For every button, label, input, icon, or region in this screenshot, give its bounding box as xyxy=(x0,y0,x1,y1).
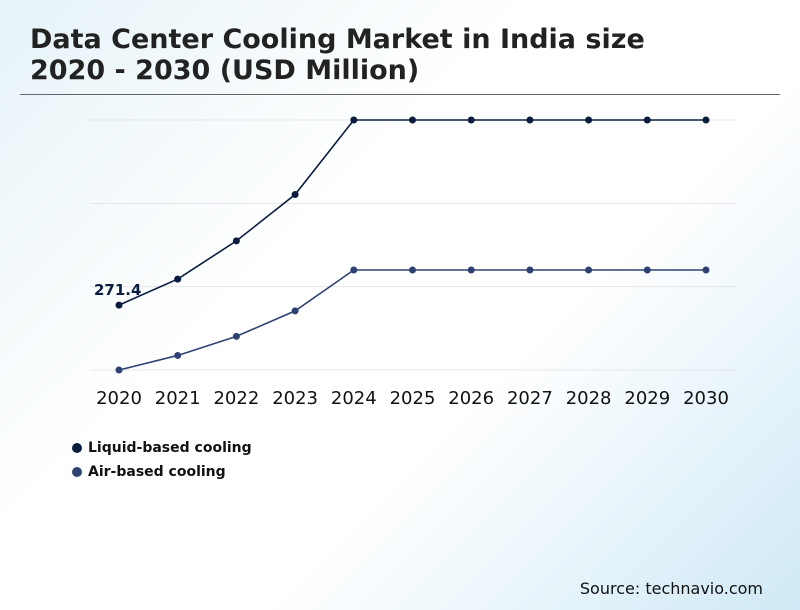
data-point xyxy=(174,275,182,283)
data-point xyxy=(174,351,182,359)
data-point xyxy=(702,266,710,274)
legend-item-liquid-based-cooling: Liquid-based cooling xyxy=(72,436,252,460)
source-note: Source: technavio.com xyxy=(579,579,763,598)
x-tick-label: 2030 xyxy=(683,388,729,409)
data-point xyxy=(291,307,299,315)
data-label: 271.4 xyxy=(94,281,141,299)
data-point xyxy=(409,266,416,274)
title-divider xyxy=(20,94,780,95)
data-point xyxy=(291,191,299,199)
x-tick-label: 2029 xyxy=(624,388,670,409)
x-tick-label: 2026 xyxy=(448,388,494,409)
series-line-0 xyxy=(118,119,706,306)
x-tick-label: 2021 xyxy=(155,388,201,409)
x-tick-label: 2025 xyxy=(390,388,436,409)
data-point xyxy=(643,266,651,274)
legend-marker-liquid-based-cooling xyxy=(72,443,82,453)
data-point xyxy=(409,116,416,124)
legend: Liquid-based cooling Air-based cooling xyxy=(72,436,252,484)
series-line-1 xyxy=(118,269,706,371)
x-tick-label: 2023 xyxy=(272,388,318,409)
data-point xyxy=(643,116,651,124)
data-point xyxy=(350,266,358,274)
legend-label-air-based-cooling: Air-based cooling xyxy=(88,464,226,480)
x-tick-label: 2022 xyxy=(213,388,259,409)
data-point xyxy=(115,366,123,374)
legend-label-liquid-based-cooling: Liquid-based cooling xyxy=(88,440,252,456)
x-tick-label: 2020 xyxy=(96,388,142,409)
data-point xyxy=(585,266,593,274)
chart-title-line-1: Data Center Cooling Market in India size xyxy=(30,24,645,55)
data-point xyxy=(350,116,358,124)
chart-title-line-2: 2020 - 2030 (USD Million) xyxy=(30,55,420,86)
chart-title: Data Center Cooling Market in India size… xyxy=(30,24,730,86)
data-point xyxy=(115,301,123,309)
data-point xyxy=(467,116,475,124)
data-point xyxy=(585,116,593,124)
legend-marker-air-based-cooling xyxy=(72,467,82,477)
data-point xyxy=(526,266,534,274)
data-point xyxy=(702,116,710,124)
x-tick-label: 2027 xyxy=(507,388,553,409)
data-point xyxy=(467,266,475,274)
x-tick-label: 2028 xyxy=(566,388,612,409)
x-tick-label: 2024 xyxy=(331,388,377,409)
data-point xyxy=(526,116,534,124)
data-point xyxy=(232,332,240,340)
data-point xyxy=(232,237,240,245)
legend-item-air-based-cooling: Air-based cooling xyxy=(72,460,252,484)
